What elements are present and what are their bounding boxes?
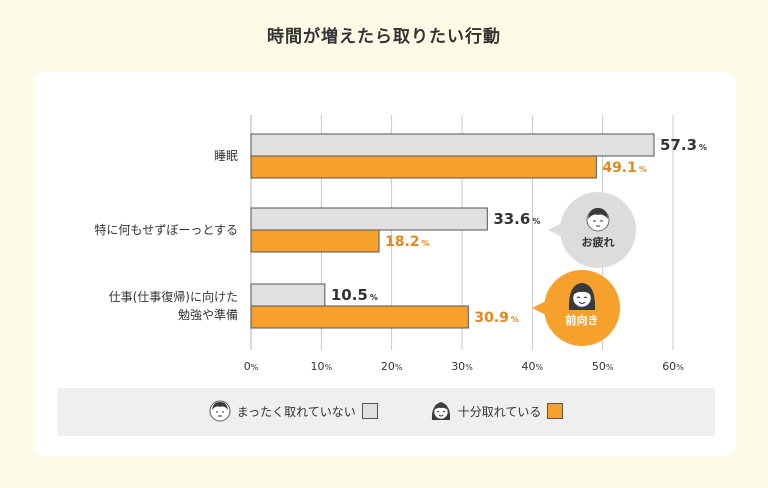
data-label: 57.3% [660,136,707,154]
category-label: 勉強や準備 [178,307,238,322]
data-label: 30.9% [474,310,519,326]
face-hair [588,208,608,219]
face-eye [583,296,588,299]
x-tick-label: 0% [244,360,259,373]
legend-label: 十分取れている [457,404,542,419]
x-tick-label: 20% [381,360,403,373]
x-tick-label: 10% [311,360,333,373]
x-tick-label: 50% [592,360,614,373]
bar [250,155,597,179]
face-eye [576,296,581,299]
legend-swatch-gray [361,403,378,419]
face-mouth [578,301,586,304]
legend-swatch-orange [547,403,564,419]
data-label: 18.2% [385,234,430,250]
smiling-face-icon [431,402,450,420]
category-label: 睡眠 [214,149,238,163]
tired-face-icon [209,400,231,422]
callout-tail [548,222,564,238]
x-tick-label: 60% [662,360,684,373]
legend-label: まったく取れていない [236,404,356,419]
callout-label: 前向き [566,313,599,327]
x-tick-label: 40% [522,360,544,373]
bar [250,229,380,253]
face-hair [572,287,592,296]
legend: まったく取れていない 十分取れている [57,388,715,436]
bar [250,283,326,307]
data-label: 10.5% [331,286,378,304]
category-label: 仕事(仕事復帰)に向けた [109,289,238,304]
bar [250,207,488,231]
category-label: 特に何もせずぼーっとする [94,222,238,237]
data-label: 33.6% [493,210,540,228]
bar [250,133,655,157]
callout-label: お疲れ [582,235,615,249]
callout-tail [532,300,548,316]
legend-item-not-enough: まったく取れていない [209,400,378,422]
data-label: 49.1% [602,160,647,176]
legend-item-enough: 十分取れている [430,400,564,422]
chart-title: 時間が増えたら取りたい行動 [267,27,501,47]
bar [250,305,469,329]
x-tick-label: 30% [451,360,473,373]
